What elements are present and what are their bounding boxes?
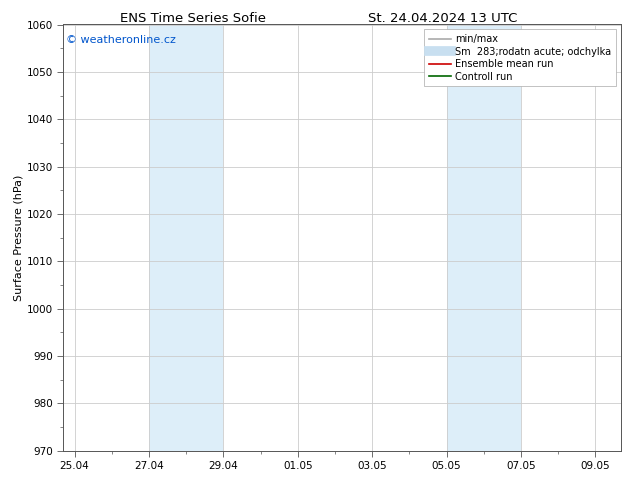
Text: St. 24.04.2024 13 UTC: St. 24.04.2024 13 UTC [368,12,517,25]
Legend: min/max, Sm  283;rodatn acute; odchylka, Ensemble mean run, Controll run: min/max, Sm 283;rodatn acute; odchylka, … [424,29,616,86]
Y-axis label: Surface Pressure (hPa): Surface Pressure (hPa) [14,174,24,301]
Bar [446,24,521,451]
Bar [149,24,223,451]
Text: © weatheronline.cz: © weatheronline.cz [66,35,176,45]
Text: ENS Time Series Sofie: ENS Time Series Sofie [120,12,266,25]
